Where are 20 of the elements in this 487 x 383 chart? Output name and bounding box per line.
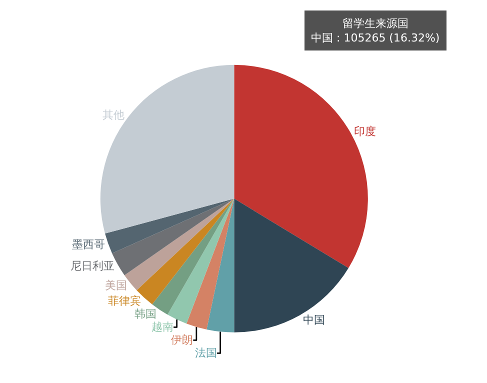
slice-label: 韩国 (134, 308, 156, 321)
slice-label: 越南 (152, 320, 174, 334)
slice-label: 印度 (354, 124, 376, 138)
slice-label: 墨西哥 (72, 238, 105, 251)
pie-slice (234, 198, 349, 332)
slice-label: 中国 (303, 314, 326, 327)
pie-slice (186, 198, 234, 330)
text: 留学生来源国 (342, 17, 408, 30)
pie-slice (206, 198, 234, 332)
text: 中国 : 105265 (16.32%) (311, 31, 440, 44)
pie-slice (100, 64, 234, 234)
slice-label: 尼日利亚 (70, 260, 114, 273)
slice-label: 其他 (102, 108, 125, 122)
pie-slice (105, 198, 234, 254)
slice-label: 美国 (105, 279, 128, 292)
pie-slice (124, 198, 234, 290)
pie-slice (112, 198, 234, 276)
slice-label: 菲律宾 (108, 294, 141, 308)
slice-label: 伊朗 (171, 334, 194, 347)
slice-label: 法国 (195, 346, 218, 360)
